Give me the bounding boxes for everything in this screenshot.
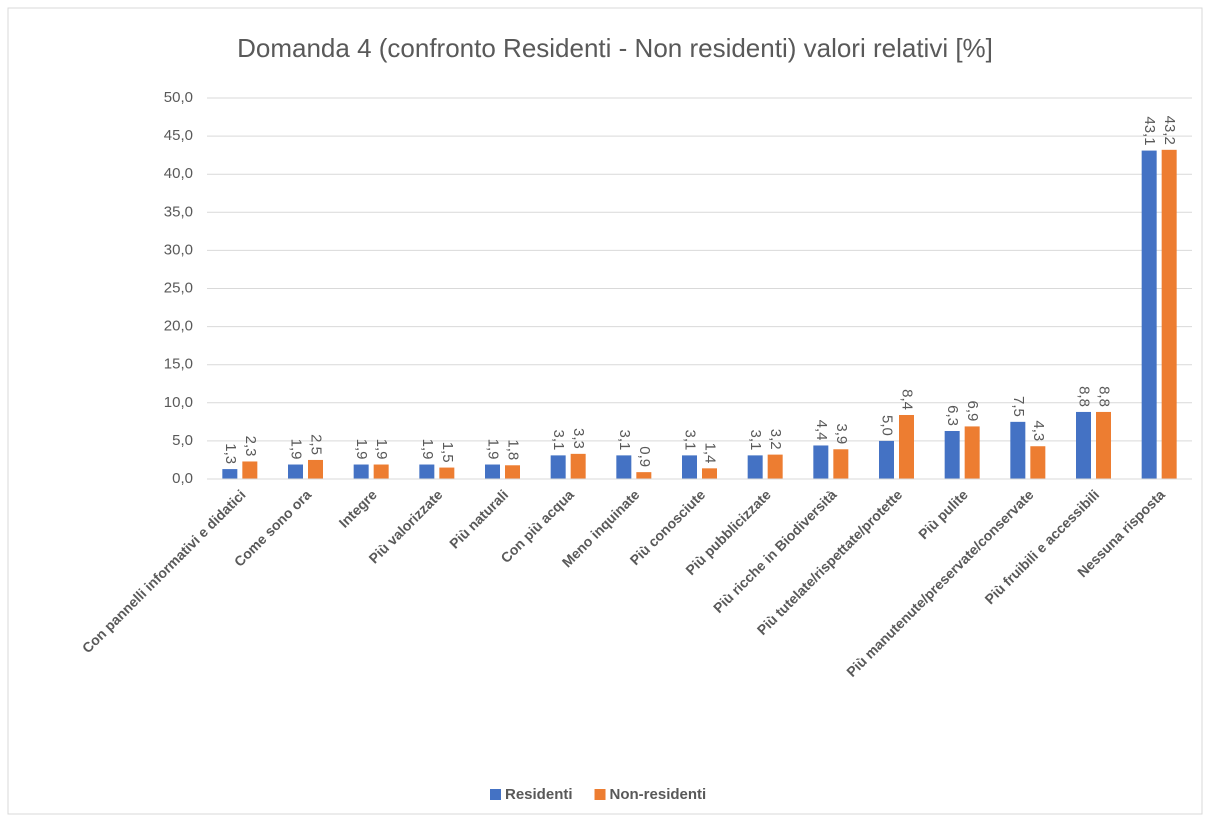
y-tick-label: 10,0 (164, 394, 193, 411)
value-label: 4,3 (1030, 420, 1047, 441)
y-tick-label: 5,0 (172, 432, 193, 449)
bar (879, 440, 894, 479)
bar (505, 465, 520, 479)
bar (308, 459, 323, 479)
bar (242, 461, 258, 479)
value-label: 3,1 (682, 430, 699, 451)
bar (636, 472, 652, 479)
value-label: 43,2 (1161, 116, 1178, 145)
chart-title: Domanda 4 (confronto Residenti - Non res… (237, 33, 993, 63)
legend-swatch (490, 789, 501, 800)
value-label: 4,4 (813, 420, 830, 441)
value-label: 3,3 (570, 428, 587, 449)
bar (485, 464, 500, 479)
value-label: 8,4 (899, 389, 916, 410)
legend-label: Residenti (505, 786, 573, 803)
value-label: 8,8 (1096, 386, 1113, 407)
bar (833, 449, 849, 479)
value-label: 6,3 (944, 405, 961, 426)
legend-label: Non-residenti (610, 786, 707, 803)
value-label: 3,1 (616, 430, 633, 451)
bar (1141, 150, 1157, 479)
bar (899, 414, 914, 479)
y-tick-label: 15,0 (164, 356, 193, 373)
value-label: 3,9 (833, 423, 850, 444)
bar (419, 464, 435, 479)
value-label: 6,9 (964, 401, 981, 422)
value-label: 1,9 (373, 439, 390, 460)
y-tick-label: 25,0 (164, 279, 193, 296)
value-label: 1,8 (505, 439, 522, 460)
bar (813, 445, 829, 479)
bar (353, 464, 369, 479)
value-label: 1,9 (419, 439, 436, 460)
value-label: 1,9 (485, 439, 502, 460)
value-label: 3,1 (747, 430, 764, 451)
value-label: 1,9 (353, 439, 370, 460)
bar (222, 469, 238, 479)
bar (1010, 421, 1026, 479)
bar (767, 454, 783, 479)
value-label: 1,4 (702, 442, 719, 463)
bar (373, 464, 389, 479)
y-tick-label: 30,0 (164, 241, 193, 258)
value-label: 8,8 (1076, 386, 1093, 407)
y-tick-label: 0,0 (172, 470, 193, 487)
y-tick-label: 40,0 (164, 165, 193, 182)
value-label: 43,1 (1141, 116, 1158, 145)
value-label: 5,0 (879, 415, 896, 436)
value-label: 0,9 (636, 446, 653, 467)
value-label: 1,9 (288, 439, 305, 460)
bar (702, 468, 717, 479)
y-tick-label: 20,0 (164, 318, 193, 335)
value-label: 2,3 (242, 436, 259, 457)
bar (964, 426, 980, 479)
legend-swatch (594, 789, 606, 800)
bar (1096, 411, 1111, 479)
value-label: 3,1 (550, 430, 567, 451)
y-tick-label: 35,0 (164, 203, 193, 220)
bar (944, 430, 960, 479)
value-label: 3,2 (767, 429, 784, 450)
bar (1076, 411, 1091, 479)
value-label: 1,5 (439, 442, 456, 463)
bar (1161, 149, 1177, 480)
bar (616, 455, 632, 479)
y-tick-label: 45,0 (164, 127, 193, 144)
bar (682, 455, 697, 479)
bar (439, 467, 455, 479)
bar (1030, 446, 1046, 479)
bar (288, 464, 303, 479)
value-label: 1,3 (222, 443, 239, 464)
value-label: 2,5 (308, 434, 325, 455)
y-tick-label: 50,0 (164, 89, 193, 106)
bar (570, 453, 586, 479)
value-label: 7,5 (1010, 396, 1027, 417)
bar (550, 455, 566, 479)
chart-frame (7, 7, 1203, 815)
bar (747, 455, 763, 479)
